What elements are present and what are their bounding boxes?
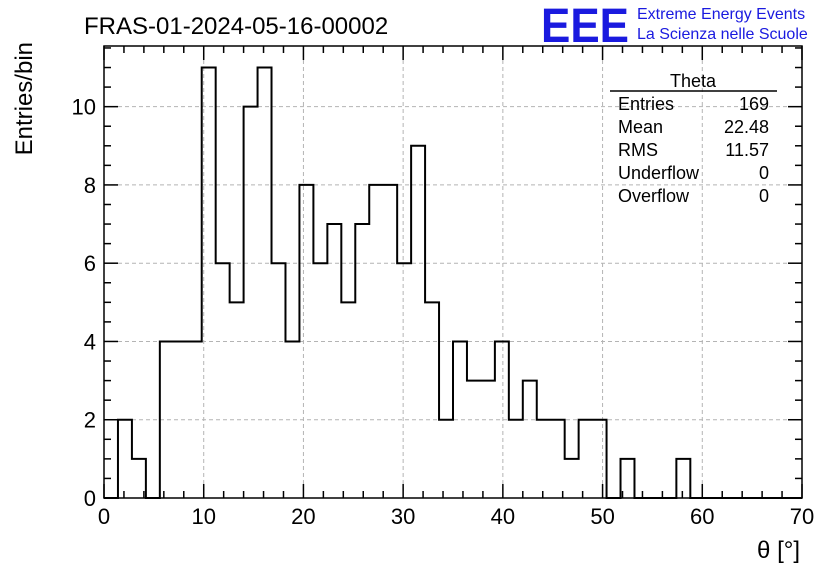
x-tick-label: 20 — [291, 504, 315, 529]
y-tick-label: 2 — [84, 408, 96, 433]
stats-row-value: 11.57 — [725, 140, 769, 160]
eee-logo: EEE Extreme Energy Events La Scienza nel… — [541, 0, 808, 53]
histogram-bin — [188, 341, 202, 498]
stats-box: Theta Entries 169 Mean 22.48 RMS 11.57 Underfl… — [610, 71, 777, 206]
histogram-bin — [495, 341, 509, 498]
histogram-bin — [118, 420, 132, 498]
x-tick-label: 0 — [98, 504, 110, 529]
histogram-bin — [453, 341, 467, 498]
x-tick-label: 10 — [191, 504, 215, 529]
histogram-bin — [216, 263, 230, 498]
x-axis-label: θ [°] — [757, 537, 800, 564]
stats-row-value: 169 — [739, 94, 769, 114]
histogram-bin — [509, 420, 523, 498]
histogram-bin — [593, 420, 607, 498]
grid-lines — [104, 46, 802, 498]
logo-line2: La Scienza nelle Scuole — [637, 26, 808, 43]
y-tick-label: 6 — [84, 251, 96, 276]
stats-rows: Entries 169 Mean 22.48 RMS 11.57 Underflow 0 Ove… — [618, 94, 769, 206]
histogram-bin — [411, 146, 425, 498]
y-axis-label: Entries/bin — [11, 42, 38, 155]
y-tick-label: 8 — [84, 173, 96, 198]
histogram-bin — [313, 263, 327, 498]
histogram-bin — [383, 185, 397, 498]
histogram-series — [104, 66, 802, 499]
histogram-bin — [272, 263, 286, 498]
logo-line1: Extreme Energy Events — [637, 6, 805, 23]
logo-mark: EEE — [541, 0, 629, 53]
histogram-bin — [425, 302, 439, 498]
histogram-bin — [174, 341, 188, 498]
x-tick-label: 30 — [391, 504, 415, 529]
histogram-bin — [481, 381, 495, 498]
x-tick-label: 50 — [590, 504, 614, 529]
histogram-bin — [537, 420, 551, 498]
histogram-bin — [523, 381, 537, 498]
stats-row-value: 22.48 — [724, 117, 769, 137]
stats-row-label: Mean — [618, 117, 663, 137]
stats-row-label: Underflow — [618, 163, 700, 183]
x-tick-label: 60 — [690, 504, 714, 529]
histogram-bin — [285, 341, 299, 498]
histogram-bin — [439, 420, 453, 498]
histogram-bin — [341, 302, 355, 498]
stats-row-label: RMS — [618, 140, 658, 160]
y-tick-label: 4 — [84, 329, 96, 354]
x-tick-label: 70 — [790, 504, 814, 529]
y-tick-label: 10 — [72, 95, 96, 120]
stats-row-value: 0 — [759, 163, 769, 183]
histogram-bin — [160, 341, 174, 498]
histogram-bin — [676, 459, 690, 498]
axes — [103, 45, 803, 499]
histogram-bin — [579, 420, 593, 498]
stats-row-value: 0 — [759, 186, 769, 206]
histogram-bin — [202, 68, 216, 498]
histogram-bin — [467, 381, 481, 498]
stats-row-label: Overflow — [618, 186, 690, 206]
histogram-bin — [244, 107, 258, 498]
histogram-bin — [299, 185, 313, 498]
histogram-bin — [369, 185, 383, 498]
histogram-bin — [551, 420, 565, 498]
histogram-bin — [397, 263, 411, 498]
tick-labels: 0 10 20 30 40 50 60 70 0 2 4 6 8 10 — [72, 95, 815, 529]
histogram-bin — [230, 302, 244, 498]
histogram-bin — [565, 459, 579, 498]
x-tick-label: 40 — [491, 504, 515, 529]
stats-box-title: Theta — [670, 71, 717, 91]
y-tick-label: 0 — [84, 486, 96, 511]
chart-title: FRAS-01-2024-05-16-00002 — [84, 13, 388, 40]
histogram-bin — [327, 224, 341, 498]
plot-frame — [103, 45, 803, 499]
histogram-bin — [258, 68, 272, 498]
stats-row-label: Entries — [618, 94, 674, 114]
histogram-bin — [355, 224, 369, 498]
